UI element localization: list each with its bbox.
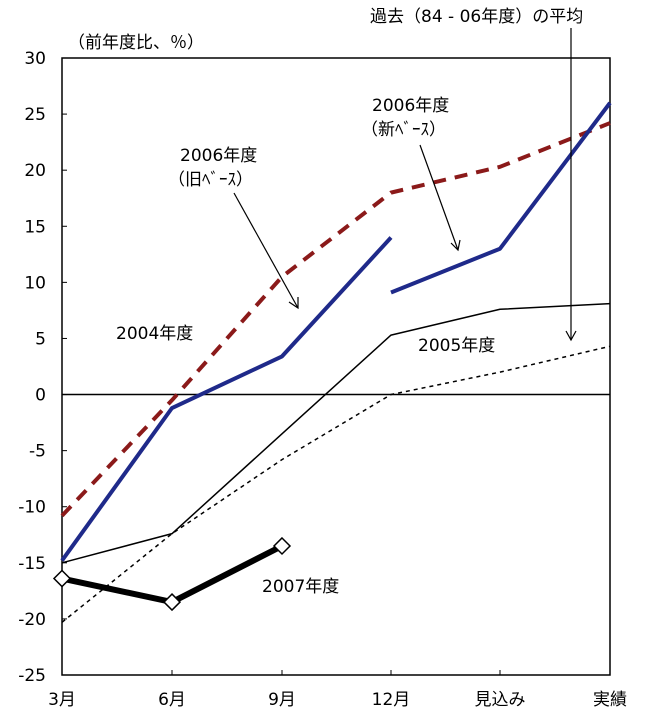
arrow-2006-old (233, 192, 299, 309)
label-2007: 2007年度 (262, 577, 339, 597)
x-tick-label: 9月 (268, 690, 296, 710)
series-group (52, 101, 612, 623)
y-tick-label: 20 (24, 161, 46, 181)
y-tick-label: -5 (29, 442, 46, 462)
annotation-arrows (233, 28, 577, 342)
y-tick-label: -10 (18, 498, 46, 518)
plot-area (61, 57, 611, 676)
label-2004: 2004年度 (116, 324, 193, 344)
axis-ticks (61, 57, 611, 676)
arrow-average-head (565, 330, 577, 342)
y-tick-label: 5 (35, 329, 46, 349)
x-tick-label: 見込み (475, 690, 526, 710)
series-marker-2007 (52, 569, 72, 588)
y-tick-label: -25 (18, 666, 46, 686)
x-tick-label: 実績 (593, 690, 627, 710)
x-tick-label: 3月 (48, 690, 76, 710)
y-tick-label: -20 (18, 610, 46, 630)
series-line-2 (390, 101, 612, 295)
y-tick-label: 10 (24, 273, 46, 293)
label-2006-old-base: （旧ﾍﾞｰｽ） (168, 170, 253, 190)
label-2006-old-year: 2006年度 (180, 146, 257, 166)
y-tick-label: 15 (24, 217, 46, 237)
arrow-2006-new-head (450, 239, 461, 252)
label-average: 過去（84 - 06年度）の平均 (370, 7, 583, 27)
arrow-2006-new (419, 144, 459, 251)
y-tick-label: 25 (24, 105, 46, 125)
x-tick-label: 12月 (372, 690, 411, 710)
series-line-0 (60, 121, 611, 518)
label-2006-new-base: （新ﾍﾞｰｽ） (361, 120, 446, 140)
y-axis-unit-label: （前年度比、％） (68, 33, 204, 53)
label-2005: 2005年度 (418, 336, 495, 356)
y-tick-labels: 30 25 20 15 10 5 0 -5 -10 -15 -20 -25 (18, 49, 46, 686)
y-tick-label: 30 (24, 49, 46, 69)
y-tick-label: -15 (18, 554, 46, 574)
series-line-1 (60, 236, 393, 562)
x-tick-labels: 3月 6月 9月 12月 見込み 実績 (48, 690, 627, 710)
series-line-4 (61, 345, 611, 623)
label-2006-new-year: 2006年度 (372, 96, 449, 116)
series-marker-2007 (272, 536, 292, 556)
x-tick-label: 6月 (158, 690, 186, 710)
y-tick-label: 0 (35, 386, 46, 406)
series-marker-2007 (162, 593, 182, 612)
series-line-3 (61, 302, 611, 564)
arrow-2006-old-head (288, 297, 299, 310)
